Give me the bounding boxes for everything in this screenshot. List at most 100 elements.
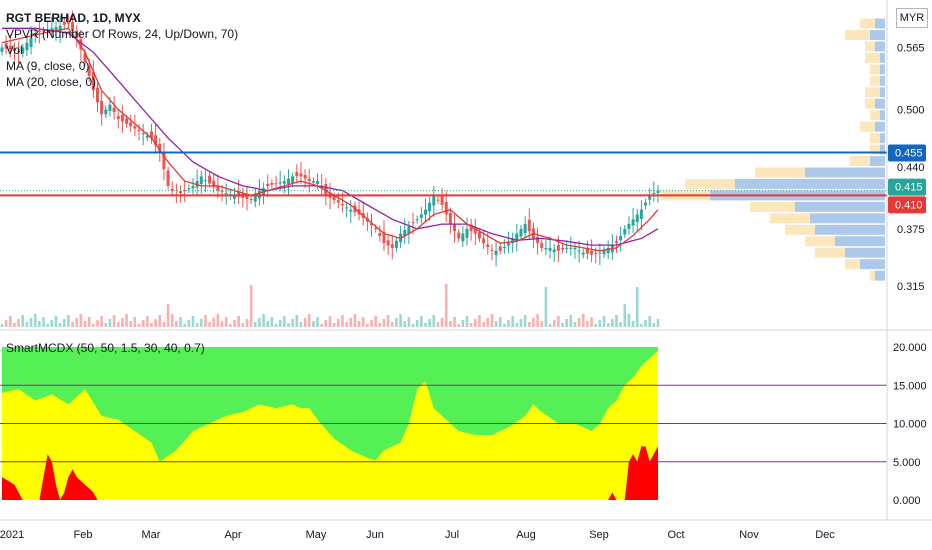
price-badge bbox=[888, 144, 926, 162]
candle-body bbox=[116, 116, 120, 120]
candle-body bbox=[552, 249, 556, 253]
volume-bar bbox=[17, 319, 20, 327]
candle-body bbox=[253, 195, 257, 202]
candle-body bbox=[556, 245, 560, 251]
candle-body bbox=[585, 248, 589, 254]
candle-body bbox=[166, 170, 170, 186]
indicator-legend: RGT BERHAD, 1D, MYX VPVR (Number Of Rows… bbox=[6, 10, 238, 90]
candle-body bbox=[62, 21, 66, 25]
candle-body bbox=[486, 244, 490, 247]
candle-body bbox=[581, 252, 585, 255]
volume-bar bbox=[141, 320, 145, 327]
legend-ma20[interactable]: MA (20, close, 0) bbox=[6, 75, 97, 89]
volume-bar bbox=[54, 316, 58, 327]
volume-bar bbox=[274, 324, 278, 327]
vpvr-up-bar bbox=[875, 41, 885, 52]
volume-bar bbox=[411, 324, 415, 327]
oscillator-legend[interactable]: SmartMCDX (50, 50, 1.5, 30, 40, 0.7) bbox=[6, 341, 205, 355]
candle-body bbox=[423, 209, 427, 215]
volume-bar bbox=[0, 324, 4, 327]
volume-bar bbox=[453, 317, 456, 327]
volume-bar bbox=[33, 314, 37, 327]
volume-bar bbox=[332, 323, 336, 327]
candle-body bbox=[332, 196, 336, 201]
volume-bar bbox=[291, 319, 294, 327]
volume-bar bbox=[328, 316, 332, 327]
ma9-line bbox=[1, 27, 659, 252]
candle-body bbox=[515, 233, 519, 240]
candle-body bbox=[498, 246, 502, 251]
candle-body bbox=[577, 250, 581, 252]
candle-body bbox=[21, 47, 25, 54]
volume-bar bbox=[337, 319, 340, 327]
volume-bar bbox=[133, 317, 137, 327]
time-tick-label: Feb bbox=[74, 529, 93, 541]
volume-bar bbox=[299, 322, 303, 327]
candle-body bbox=[448, 213, 452, 225]
candle-body bbox=[523, 224, 527, 234]
vpvr-down-bar bbox=[860, 121, 875, 132]
candle-body bbox=[340, 204, 344, 206]
volume-bar bbox=[507, 320, 510, 327]
time-tick-label: Mar bbox=[142, 529, 161, 541]
volume-bar bbox=[465, 316, 469, 327]
volume-bar bbox=[486, 318, 490, 327]
candle-body bbox=[29, 37, 33, 47]
volume-bar bbox=[457, 324, 461, 327]
time-tick-label: Jul bbox=[445, 529, 459, 541]
volume-bar bbox=[237, 316, 240, 327]
volume-bar bbox=[378, 323, 382, 327]
legend-ma9[interactable]: MA (9, close, 0) bbox=[6, 59, 90, 73]
legend-vpvr[interactable]: VPVR (Number Of Rows, 24, Up/Down, 70) bbox=[6, 27, 239, 41]
legend-vol[interactable]: Vol bbox=[6, 43, 23, 57]
vpvr-up-bar bbox=[870, 156, 885, 167]
volume-bar bbox=[195, 323, 199, 327]
volume-bar bbox=[162, 322, 166, 327]
candle-body bbox=[469, 224, 473, 232]
candle-body bbox=[565, 247, 569, 249]
volume-bar bbox=[220, 321, 224, 327]
volume-bar bbox=[92, 324, 95, 327]
volume-bar bbox=[594, 324, 598, 327]
volume-bar bbox=[175, 321, 178, 327]
candle-body bbox=[75, 30, 79, 38]
volume-bar bbox=[179, 317, 182, 327]
volume-bar bbox=[478, 315, 481, 327]
volume-bar bbox=[573, 322, 577, 327]
candle-body bbox=[614, 241, 618, 244]
volume-bar bbox=[490, 314, 494, 327]
vpvr-down-bar bbox=[770, 213, 810, 224]
candle-body bbox=[569, 247, 573, 249]
volume-bar bbox=[25, 322, 29, 327]
candle-body bbox=[415, 219, 419, 221]
vpvr-down-bar bbox=[865, 41, 875, 52]
candle-body bbox=[303, 174, 307, 179]
volume-bar bbox=[42, 317, 45, 327]
candle-body bbox=[112, 107, 116, 112]
vpvr-up-bar bbox=[880, 133, 885, 144]
volume-bar bbox=[229, 324, 232, 327]
volume-bar bbox=[303, 318, 307, 327]
volume-bar bbox=[233, 320, 236, 327]
currency-badge[interactable]: MYR bbox=[896, 8, 928, 28]
symbol-title[interactable]: RGT BERHAD, 1D, MYX bbox=[6, 11, 141, 25]
vpvr-up-bar bbox=[880, 75, 885, 86]
vpvr-up-bar bbox=[880, 110, 885, 121]
volume-bar bbox=[640, 324, 643, 327]
price-tick-label: 0.500 bbox=[897, 104, 925, 116]
volume-bar bbox=[324, 320, 328, 327]
candle-body bbox=[477, 232, 481, 239]
candle-body bbox=[502, 246, 506, 248]
volume-bar bbox=[170, 314, 174, 327]
volume-bar bbox=[415, 320, 419, 327]
vpvr-down-bar bbox=[865, 98, 875, 109]
candle-body bbox=[374, 228, 378, 230]
vpvr-up-bar bbox=[880, 87, 885, 98]
price-badge bbox=[888, 178, 926, 196]
vpvr-down-bar bbox=[850, 156, 870, 167]
candle-body bbox=[104, 109, 108, 115]
candle-body bbox=[594, 253, 598, 255]
candle-body bbox=[12, 48, 16, 51]
volume-bar bbox=[166, 304, 170, 327]
candle-body bbox=[133, 126, 137, 129]
